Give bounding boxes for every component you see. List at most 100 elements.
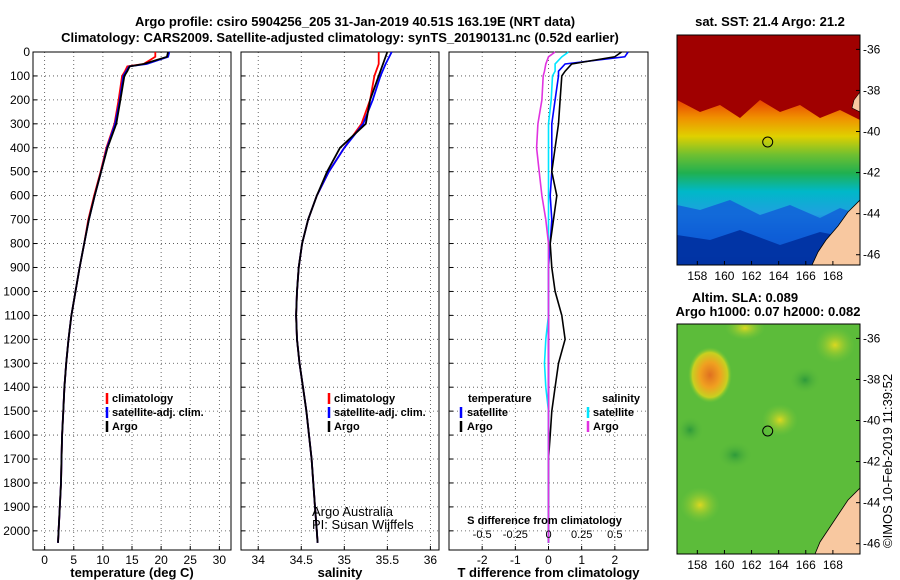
depth-tick-label: 1200 bbox=[3, 332, 30, 346]
argo-float-marker bbox=[762, 136, 774, 148]
depth-tick-label: 800 bbox=[10, 237, 30, 251]
lon-tick-label: 162 bbox=[742, 269, 762, 283]
sst-cold-region bbox=[677, 230, 860, 265]
sst-map-title: sat. SST: 21.4 Argo: 21.2 bbox=[695, 14, 845, 29]
lat-tick-label: -36 bbox=[863, 331, 881, 345]
legend-label: satellite bbox=[593, 407, 634, 419]
x-tick-label: 34 bbox=[252, 553, 266, 567]
series-line-salinity-argo bbox=[535, 51, 556, 543]
depth-tick-label: 500 bbox=[10, 165, 30, 179]
x-axis-label: T difference from climatology bbox=[457, 565, 640, 580]
credit-annotation: Argo Australia bbox=[312, 504, 394, 519]
x-tick-label: 20 bbox=[154, 553, 168, 567]
argo-float-marker bbox=[762, 425, 774, 437]
x-tick-label: 35 bbox=[338, 553, 352, 567]
lat-tick-label: -42 bbox=[863, 166, 881, 180]
top-tick-label: -0.25 bbox=[503, 529, 528, 541]
legend-label: Argo bbox=[334, 421, 360, 433]
lon-tick-label: 168 bbox=[823, 269, 843, 283]
lon-tick-label: 164 bbox=[769, 269, 789, 283]
series-line-climatology bbox=[57, 52, 157, 543]
legend-label: climatology bbox=[334, 393, 396, 405]
depth-tick-label: 1700 bbox=[3, 452, 30, 466]
x-tick-label: 35.5 bbox=[376, 553, 400, 567]
sst-map-ticks: 158 160 162 164 166 168 -36 -38 -40 -42 -44 -46 bbox=[687, 42, 880, 283]
x-tick-label: 30 bbox=[213, 553, 227, 567]
legend-label: Argo bbox=[112, 421, 138, 433]
top-axis-label: S difference from climatology bbox=[467, 515, 623, 527]
x-tick-label: -1 bbox=[510, 553, 521, 567]
sst-map-panel: sat. SST: 21.4 Argo: 21.2 158 160 162 164 16… bbox=[676, 14, 881, 283]
series-line-climatology bbox=[295, 52, 380, 543]
top-tick-label: 0.5 bbox=[607, 529, 622, 541]
sla-map-ticks: 158 160 162 164 166 168 -36 -38 -40 -42 -44 -46 bbox=[687, 331, 880, 572]
depth-tick-label: 700 bbox=[10, 213, 30, 227]
depth-tick-label: 1500 bbox=[3, 404, 30, 418]
sla-high-eddy bbox=[688, 347, 732, 403]
sst-land-nz-north bbox=[851, 91, 860, 113]
lon-tick-label: 160 bbox=[714, 558, 734, 572]
lat-tick-label: -44 bbox=[863, 207, 881, 221]
top-tick-label: 0.25 bbox=[571, 529, 592, 541]
legend-label: satellite-adj. clim. bbox=[112, 407, 204, 419]
sst-land-nz bbox=[811, 199, 860, 265]
series-line-argo bbox=[57, 51, 169, 543]
lat-tick-label: -38 bbox=[863, 372, 881, 386]
x-axis-label: temperature (deg C) bbox=[70, 565, 194, 580]
series-line-argo bbox=[295, 51, 389, 543]
credit-annotation: PI: Susan Wijffels bbox=[312, 517, 414, 532]
lat-tick-label: -36 bbox=[863, 42, 881, 56]
depth-tick-label: 600 bbox=[10, 189, 30, 203]
lon-tick-label: 164 bbox=[769, 558, 789, 572]
sla-land-nz bbox=[814, 487, 860, 554]
depth-tick-label: 100 bbox=[10, 69, 30, 83]
lat-tick-label: -46 bbox=[863, 248, 881, 262]
lon-tick-label: 158 bbox=[687, 558, 707, 572]
imos-watermark: ©IMOS 10-Feb-2019 11:39:52 bbox=[880, 374, 895, 548]
lat-tick-label: -46 bbox=[863, 537, 881, 551]
x-tick-label: 2 bbox=[611, 553, 618, 567]
x-tick-label: 15 bbox=[125, 553, 139, 567]
x-tick-label: 0 bbox=[41, 553, 48, 567]
sla-map-title-line1: Altim. SLA: 0.089 bbox=[692, 290, 798, 305]
x-tick-label: 10 bbox=[96, 553, 110, 567]
lat-tick-label: -38 bbox=[863, 83, 881, 97]
sst-map-frame bbox=[676, 34, 861, 266]
lat-tick-label: -40 bbox=[863, 414, 881, 428]
depth-tick-label: 2000 bbox=[3, 524, 30, 538]
lon-tick-label: 166 bbox=[796, 558, 816, 572]
lat-tick-label: -40 bbox=[863, 125, 881, 139]
depth-tick-label: 0 bbox=[23, 45, 30, 59]
top-tick-label: -0.5 bbox=[473, 529, 492, 541]
x-tick-label: 36 bbox=[424, 553, 438, 567]
x-axis-label: salinity bbox=[318, 565, 364, 580]
legend-label: satellite bbox=[467, 407, 508, 419]
top-tick-label: 0 bbox=[545, 529, 551, 541]
lon-tick-label: 162 bbox=[742, 558, 762, 572]
sla-map-title-line2: Argo h1000: 0.07 h2000: 0.082 bbox=[676, 304, 861, 319]
depth-tick-label: 1300 bbox=[3, 356, 30, 370]
difference-panel: -2 -1 0 1 2T difference from climatology temp… bbox=[448, 51, 649, 580]
sla-eddy-north bbox=[725, 324, 765, 340]
series-line-satellite-adj-clim- bbox=[295, 51, 393, 543]
sla-low-eddy-3 bbox=[677, 416, 704, 444]
series-line-temperature-satellite bbox=[547, 51, 629, 543]
depth-tick-label: 1000 bbox=[3, 284, 30, 298]
lat-tick-label: -44 bbox=[863, 496, 881, 510]
depth-tick-label: 1600 bbox=[3, 428, 30, 442]
lat-tick-label: -42 bbox=[863, 455, 881, 469]
temperature-panel: 0100200300400500600700800900100011001200… bbox=[3, 45, 232, 580]
sla-low-eddy-1 bbox=[789, 366, 821, 394]
plot-frame bbox=[32, 51, 232, 551]
lon-tick-label: 168 bbox=[823, 558, 843, 572]
legend-title-salinity: salinity bbox=[602, 393, 641, 405]
depth-tick-label: 900 bbox=[10, 260, 30, 274]
x-tick-label: 25 bbox=[184, 553, 198, 567]
x-tick-label: 34.5 bbox=[290, 553, 314, 567]
salinity-panel: 34 34.5 35 35.5 36 salinity climatology satelli… bbox=[240, 51, 440, 580]
x-tick-label: -2 bbox=[477, 553, 488, 567]
lon-tick-label: 158 bbox=[687, 269, 707, 283]
sla-map-panel: Altim. SLA: 0.089 Argo h1000: 0.07 h2000… bbox=[676, 290, 881, 572]
x-tick-label: 5 bbox=[70, 553, 77, 567]
